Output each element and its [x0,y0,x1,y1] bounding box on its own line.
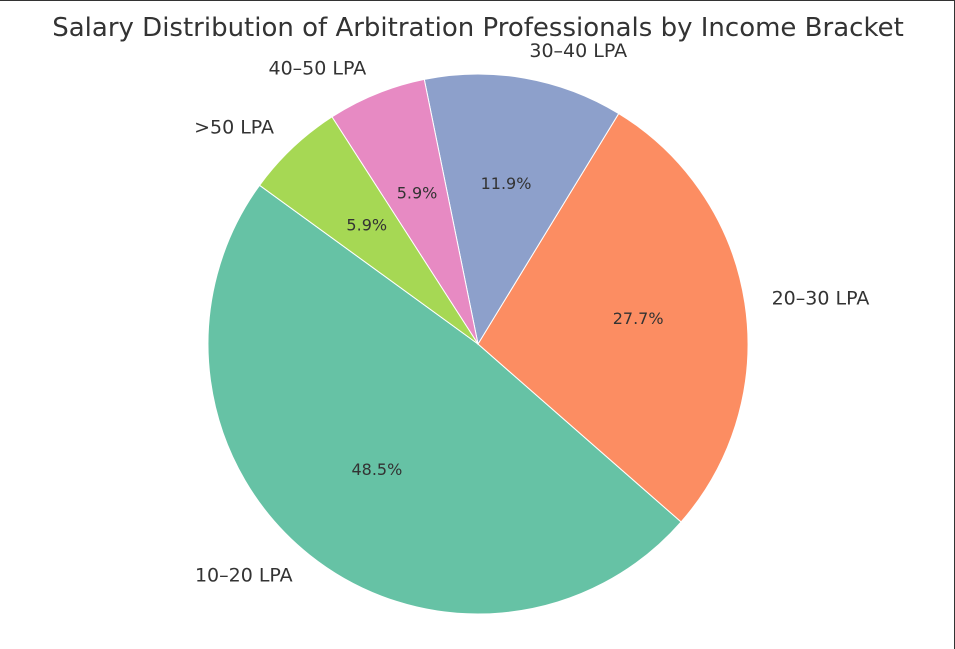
slice-label-50-lpa: >50 LPA [194,117,274,139]
slice-label-30-40-lpa: 30–40 LPA [529,40,627,62]
pie-slice-20-30-lpa [477,112,749,523]
slice-percent-50-lpa: 5.9% [346,216,387,235]
slice-label-20-30-lpa: 20–30 LPA [772,288,870,310]
pie-labels: 10–20 LPA 48.5% 20–30 LPA 27.7% 30–40 LPA 11.… [194,40,869,587]
slice-percent-30-40-lpa: 11.9% [481,174,532,193]
pie-slices [207,73,749,615]
slice-label-10-20-lpa: 10–20 LPA [195,565,293,587]
slice-percent-40-50-lpa: 5.9% [397,183,438,202]
slice-percent-10-20-lpa: 48.5% [351,460,402,479]
chart-title: Salary Distribution of Arbitration Profe… [52,13,904,43]
slice-label-40-50-lpa: 40–50 LPA [269,57,367,79]
pie-slice-30-40-lpa [423,73,620,346]
pie-slice-10-20-lpa [207,184,682,615]
pie-slice-50-lpa [258,116,479,345]
slice-percent-20-30-lpa: 27.7% [613,309,664,328]
